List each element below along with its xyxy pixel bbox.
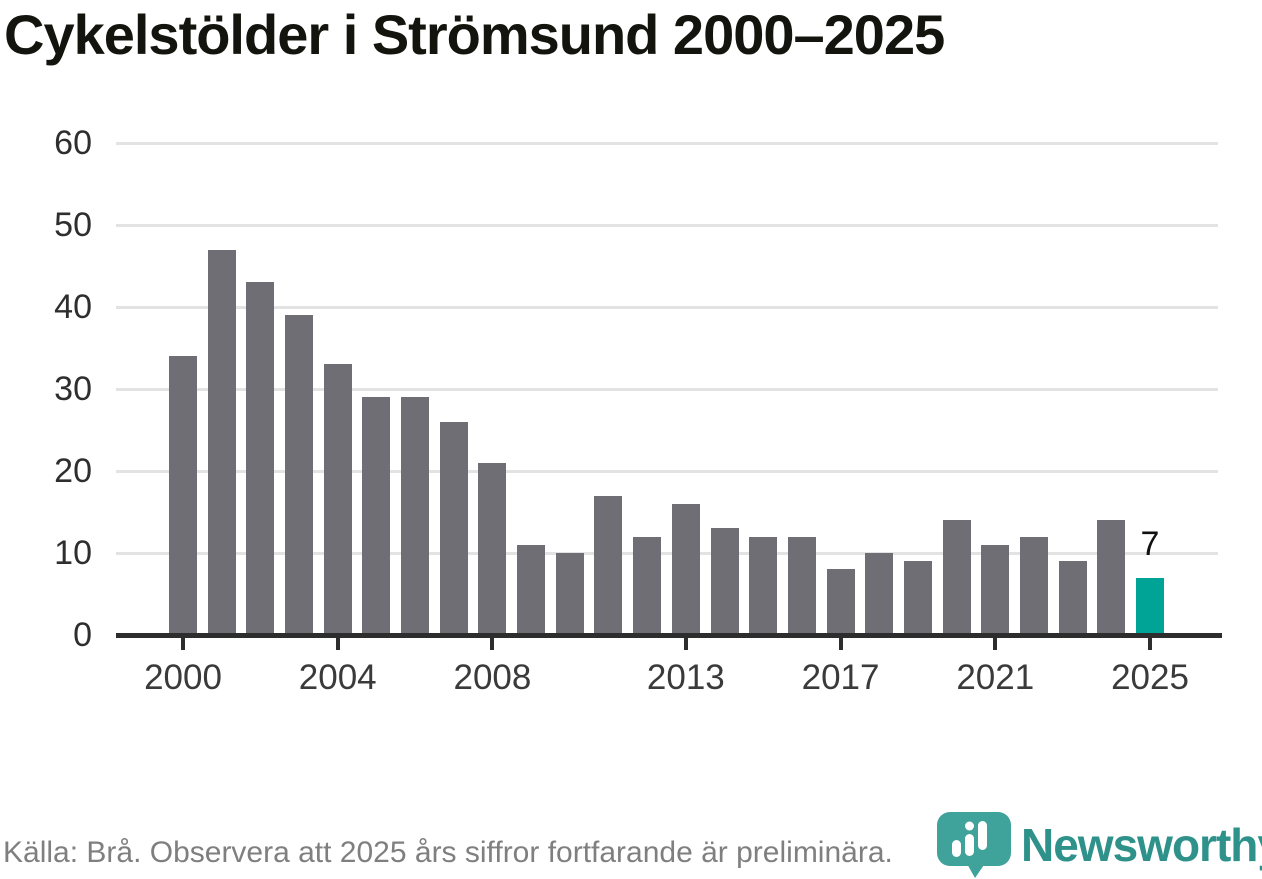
- bar-2018: [865, 553, 894, 635]
- bar-2004: [323, 364, 352, 635]
- bar-2025: [1136, 577, 1164, 635]
- x-tick-mark-2017: [838, 637, 843, 650]
- bar-2020: [942, 520, 971, 635]
- bar-2021: [981, 544, 1010, 635]
- bar-2022: [1019, 536, 1048, 635]
- x-tick-mark-2021: [993, 637, 998, 650]
- x-axis-line: [116, 633, 1222, 638]
- x-tick-mark-2025: [1148, 637, 1152, 650]
- x-tick-label-2000: 2000: [144, 658, 222, 697]
- gridline-10: [116, 552, 1218, 555]
- highlight-value-label: 7: [1140, 524, 1160, 563]
- bar-2003: [285, 315, 314, 635]
- y-tick-label-20: 20: [54, 452, 92, 490]
- bar-2014: [710, 528, 739, 635]
- bar-2005: [362, 397, 391, 635]
- bar-2017: [826, 569, 855, 635]
- bar-2023: [1058, 561, 1087, 635]
- x-tick-label-2008: 2008: [453, 658, 532, 697]
- bar-2013: [671, 503, 700, 635]
- x-tick-label-2025: 2025: [1111, 658, 1189, 697]
- x-tick-label-2004: 2004: [298, 658, 377, 697]
- bar-2007: [439, 421, 468, 635]
- gridline-60: [116, 142, 1218, 145]
- bar-2002: [246, 282, 275, 635]
- newsworthy-chat-bubble-bars-icon: [937, 812, 1011, 878]
- bar-2019: [903, 561, 932, 635]
- x-tick-mark-2004: [335, 637, 340, 650]
- gridline-50: [116, 224, 1218, 227]
- chart-title: Cykelstölder i Strömsund 2000–2025: [4, 3, 945, 66]
- y-tick-label-0: 0: [73, 616, 92, 654]
- y-tick-label-50: 50: [54, 206, 92, 244]
- bar-2015: [749, 536, 778, 635]
- bar-2010: [555, 553, 584, 635]
- x-tick-label-2021: 2021: [956, 658, 1035, 697]
- y-tick-label-30: 30: [54, 370, 92, 408]
- gridline-20: [116, 470, 1218, 473]
- newsworthy-logo-text: Newsworthy: [1021, 819, 1262, 871]
- bar-2024: [1097, 520, 1126, 635]
- gridline-30: [116, 388, 1218, 391]
- bar-2001: [207, 249, 236, 635]
- x-tick-label-2017: 2017: [801, 658, 880, 697]
- y-tick-label-40: 40: [54, 288, 92, 326]
- x-tick-label-2013: 2013: [646, 658, 725, 697]
- bar-2000: [169, 356, 197, 635]
- bar-2009: [517, 544, 546, 635]
- bar-2006: [401, 397, 430, 635]
- x-tick-mark-2000: [181, 637, 185, 650]
- bar-2012: [633, 536, 662, 635]
- x-tick-mark-2008: [490, 637, 495, 650]
- bar-2016: [787, 536, 816, 635]
- bar-2011: [594, 495, 623, 635]
- y-tick-label-60: 60: [54, 124, 92, 162]
- bar-2008: [478, 462, 507, 635]
- gridline-40: [116, 306, 1218, 309]
- y-tick-label-10: 10: [54, 534, 92, 572]
- x-tick-mark-2013: [683, 637, 688, 650]
- source-note: Källa: Brå. Observera att 2025 års siffr…: [3, 836, 893, 869]
- newsworthy-logo[interactable]: Newsworthy: [933, 808, 1262, 879]
